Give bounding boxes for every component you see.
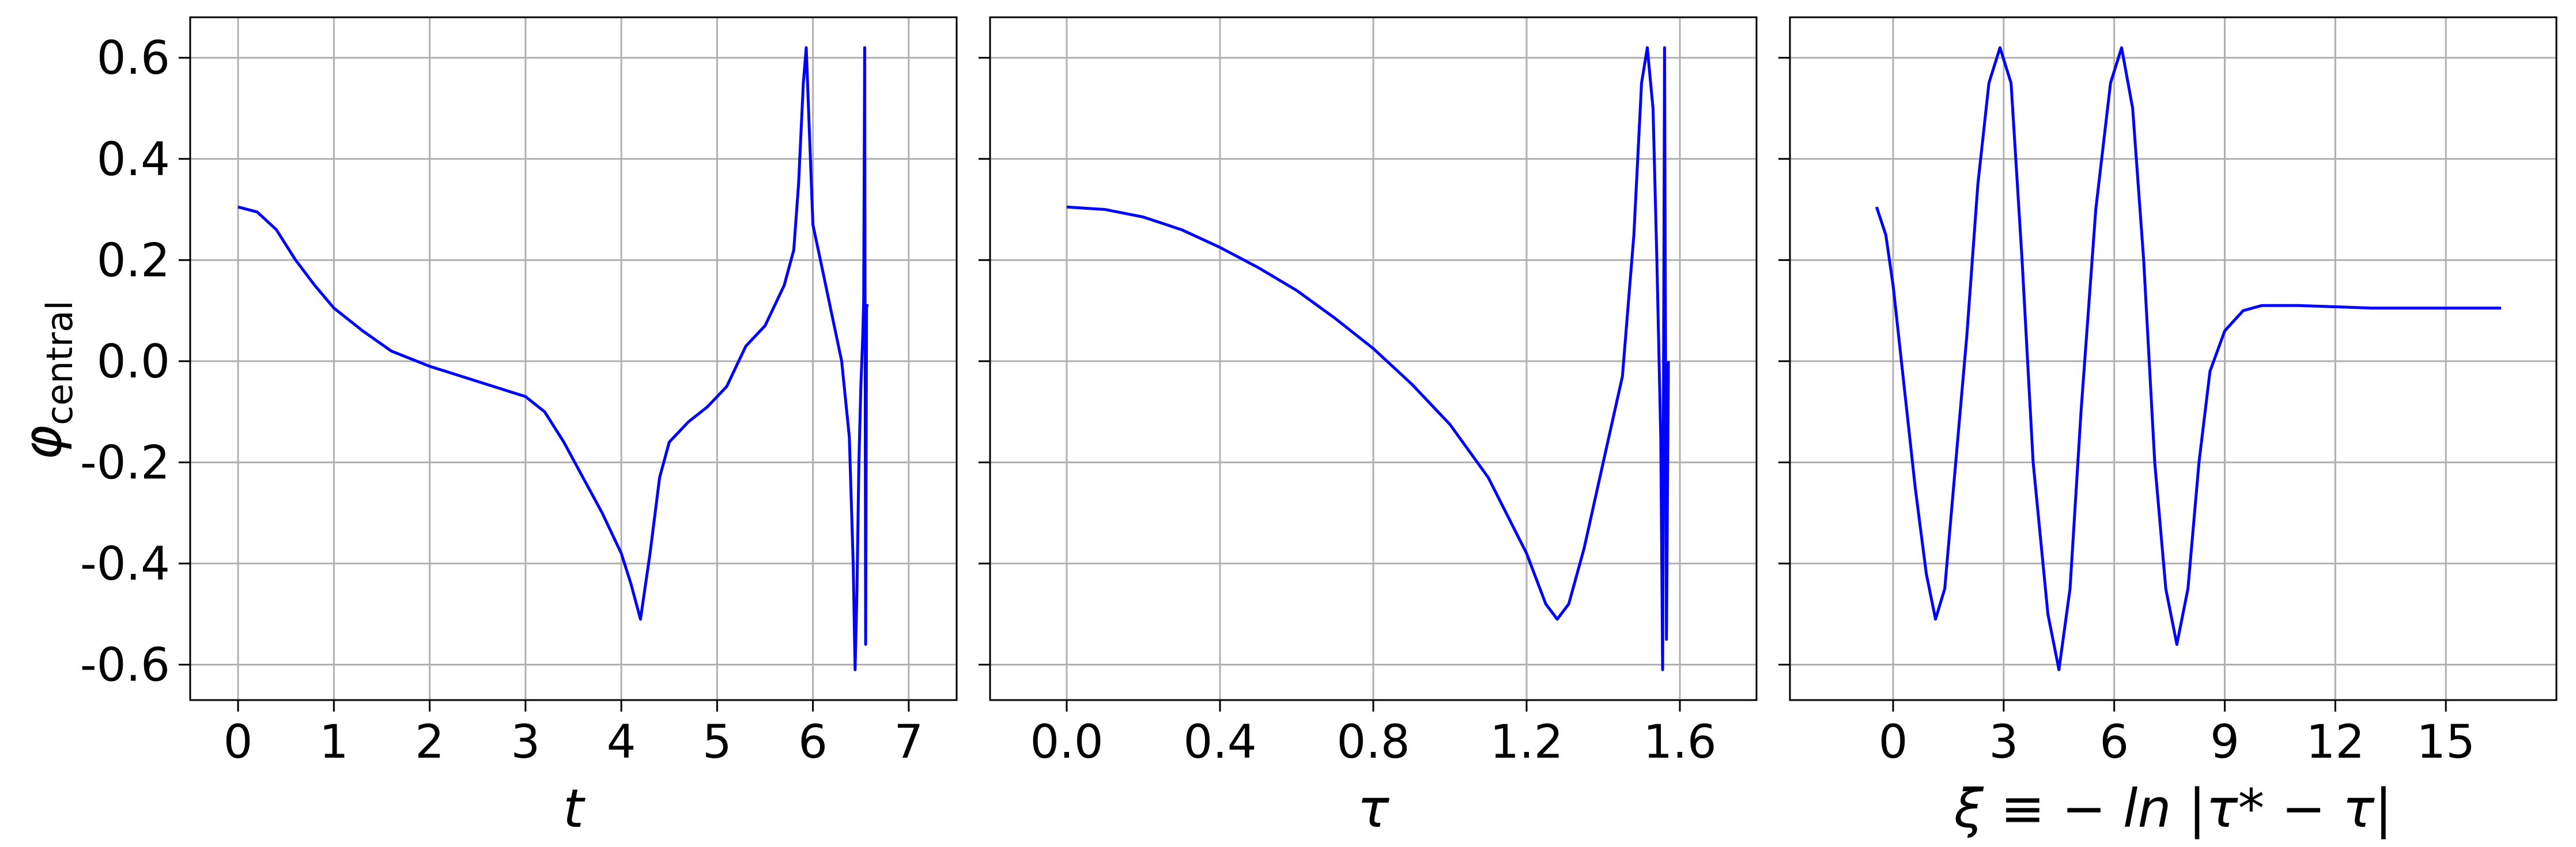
y-axis-label-subscript: central [39,300,81,425]
series-line-0 [1875,46,2502,671]
axes-frame [189,16,958,701]
panel-time: 0 1 2 3 4 5 6 7 -0.6 -0.4 -0.2 0.0 0.2 0.4 0.6 t [80,16,958,840]
x-tick-label-4: 1.6 [1643,715,1716,769]
x-tick-label-4: 4 [607,715,636,769]
x-tick-label-3: 1.2 [1490,715,1563,769]
x-tick-label-0: 0 [224,715,253,769]
x-axis-label: τ [1357,778,1389,840]
x-tick-label-1: 1 [319,715,349,769]
x-tick-label-1: 3 [1989,715,2018,769]
x-axis-label: t [563,778,586,840]
series-line-0 [237,46,868,671]
x-tick-label-2: 2 [415,715,444,769]
x-tick-label-2: 6 [2099,715,2129,769]
y-tick-label-2: -0.2 [80,436,170,489]
x-tick-label-2: 0.8 [1336,715,1410,769]
x-tick-label-6: 6 [798,715,828,769]
y-tick-label-4: 0.2 [97,233,170,287]
panel-tau: 0.0 0.4 0.8 1.2 1.6 τ [979,16,1758,840]
panel-xi: 0 3 6 9 12 15 ξ ≡ − ln |τ* − τ| [1778,16,2558,840]
y-tick-label-0: -0.6 [80,638,170,692]
x-tick-label-1: 0.4 [1183,715,1256,769]
x-tick-label-4: 12 [2306,715,2365,769]
y-axis-label: φcentral [12,300,81,460]
x-axis-label: ξ ≡ − ln |τ* − τ| [1954,778,2393,840]
x-tick-label-0: 0.0 [1030,715,1103,769]
y-tick-label-5: 0.4 [97,133,170,186]
y-tick-label-3: 0.0 [97,335,170,388]
y-axis-label-symbol: φ [12,425,73,460]
x-tick-label-5: 5 [702,715,732,769]
y-tick-label-6: 0.6 [97,31,170,85]
x-tick-label-7: 7 [894,715,923,769]
x-tick-label-3: 9 [2210,715,2239,769]
x-tick-label-0: 0 [1879,715,1908,769]
axes-frame [1789,16,2558,701]
x-tick-label-5: 15 [2416,715,2475,769]
y-tick-label-1: -0.4 [80,537,170,591]
series-line-0 [1066,46,1670,671]
x-tick-label-3: 3 [511,715,540,769]
